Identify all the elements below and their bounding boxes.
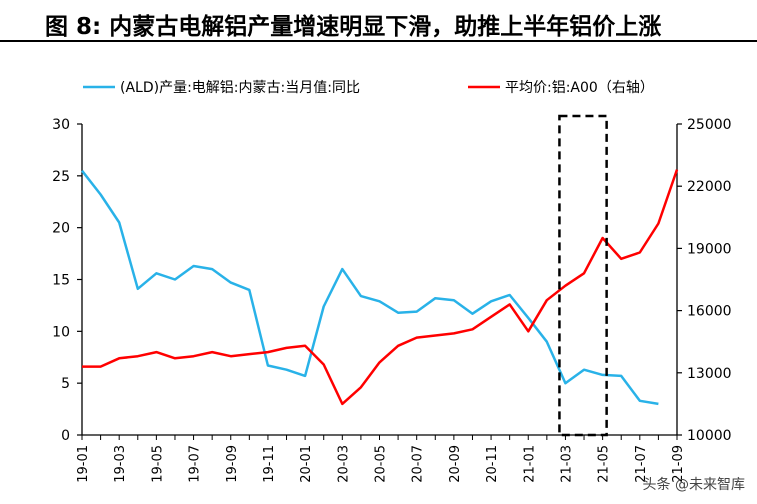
legend-label-production: (ALD)产量:电解铝:内蒙古:当月值:同比 [120, 80, 360, 96]
x-tick-label: 21-07 [634, 445, 649, 483]
x-tick-label: 20-11 [485, 445, 500, 483]
x-tick-label: 19-09 [225, 445, 240, 483]
right-tick-label: 13000 [687, 366, 732, 382]
x-tick-label: 21-01 [522, 445, 537, 483]
x-tick-label: 19-01 [76, 445, 91, 483]
x-tick-label: 19-07 [188, 445, 203, 483]
left-tick-label: 5 [61, 376, 70, 392]
left-tick-label: 0 [61, 428, 70, 444]
legend-label-price: 平均价:铝:A00（右轴） [505, 80, 654, 96]
title-bar: 图 8: 内蒙古电解铝产量增速明显下滑，助推上半年铝价上涨 [0, 0, 757, 42]
left-tick-label: 15 [52, 273, 70, 289]
x-tick-label: 19-05 [150, 445, 165, 483]
left-tick-label: 20 [52, 221, 70, 237]
highlight-box [558, 114, 608, 437]
x-tick-label: 20-03 [336, 445, 351, 483]
left-tick-label: 30 [52, 117, 70, 133]
x-tick-label: 20-07 [411, 445, 426, 483]
right-tick-label: 22000 [687, 179, 732, 195]
chart-title: 图 8: 内蒙古电解铝产量增速明显下滑，助推上半年铝价上涨 [45, 14, 662, 40]
aluminum-price-line [82, 169, 679, 406]
production-yoy-line [81, 169, 659, 406]
right-tick-label: 25000 [687, 117, 732, 133]
left-tick-label: 25 [52, 169, 70, 185]
x-tick-label: 20-01 [299, 445, 314, 483]
right-tick-label: 10000 [687, 428, 732, 444]
right-tick-label: 16000 [687, 304, 732, 320]
x-tick-label: 20-09 [448, 445, 463, 483]
x-tick-label: 21-03 [559, 445, 574, 483]
left-tick-label: 10 [52, 324, 70, 340]
x-tick-label: 19-11 [262, 445, 277, 483]
x-tick-label: 21-09 [671, 445, 686, 483]
watermark: 头条 @未来智库 [642, 477, 745, 493]
right-tick-label: 19000 [687, 241, 732, 257]
x-tick-label: 20-05 [374, 445, 389, 483]
x-tick-label: 21-05 [597, 445, 612, 483]
x-tick-label: 19-03 [113, 445, 128, 483]
